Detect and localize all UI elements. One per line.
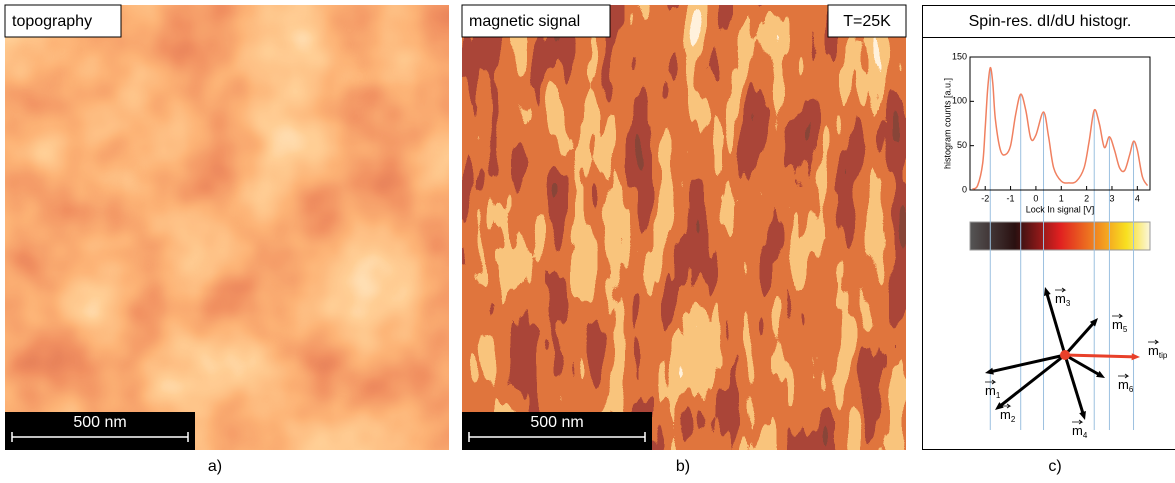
caption: a) — [208, 458, 222, 475]
vector-symbol: m — [1000, 407, 1011, 422]
y-tick-label: 150 — [952, 51, 967, 61]
vector-symbol: m — [1055, 291, 1066, 306]
colorbar — [970, 222, 1150, 250]
vector-shaft — [1065, 355, 1135, 357]
vector-index: 1 — [996, 391, 1001, 400]
vector-origin — [1060, 350, 1070, 360]
x-tick-label: 0 — [1033, 193, 1038, 203]
vector-index: 2 — [1011, 415, 1016, 424]
panel-label: topography — [12, 13, 92, 30]
magnetic-image — [462, 5, 906, 450]
vector-index: 3 — [1066, 299, 1071, 308]
vector-symbol: m — [985, 383, 996, 398]
y-tick-label: 100 — [952, 96, 967, 106]
scale-bar-label: 500 nm — [530, 414, 583, 431]
x-tick-label: 3 — [1109, 193, 1114, 203]
scale-bar-label: 500 nm — [73, 414, 126, 431]
vector-index: 6 — [1129, 385, 1134, 394]
panel-title: Spin-res. dI/dU histogr. — [969, 13, 1132, 30]
topography-image — [5, 5, 449, 450]
vector-index: 5 — [1123, 325, 1128, 334]
vector-index: tip — [1159, 351, 1168, 360]
vector-index: 4 — [1083, 431, 1088, 440]
x-tick-label: 1 — [1059, 193, 1064, 203]
vector-symbol: m — [1072, 423, 1083, 438]
y-tick-label: 50 — [957, 140, 967, 150]
panel-label: magnetic signal — [469, 13, 580, 30]
vector-symbol: m — [1118, 377, 1129, 392]
x-tick-label: 2 — [1084, 193, 1089, 203]
figure: topography 500 nm a) magnetic signal T=2… — [0, 0, 1175, 483]
vector-symbol: m — [1148, 343, 1159, 358]
temperature-label: T=25K — [843, 13, 891, 30]
x-tick-label: -1 — [1007, 193, 1015, 203]
y-axis-label: histogram counts [a.u.] — [942, 78, 952, 169]
y-tick-label: 0 — [962, 184, 967, 194]
x-tick-label: 4 — [1135, 193, 1140, 203]
caption: c) — [1048, 458, 1061, 475]
vector-symbol: m — [1112, 317, 1123, 332]
caption: b) — [676, 458, 690, 475]
x-tick-label: -2 — [981, 193, 989, 203]
x-axis-label: Lock In signal [V] — [1026, 204, 1095, 214]
